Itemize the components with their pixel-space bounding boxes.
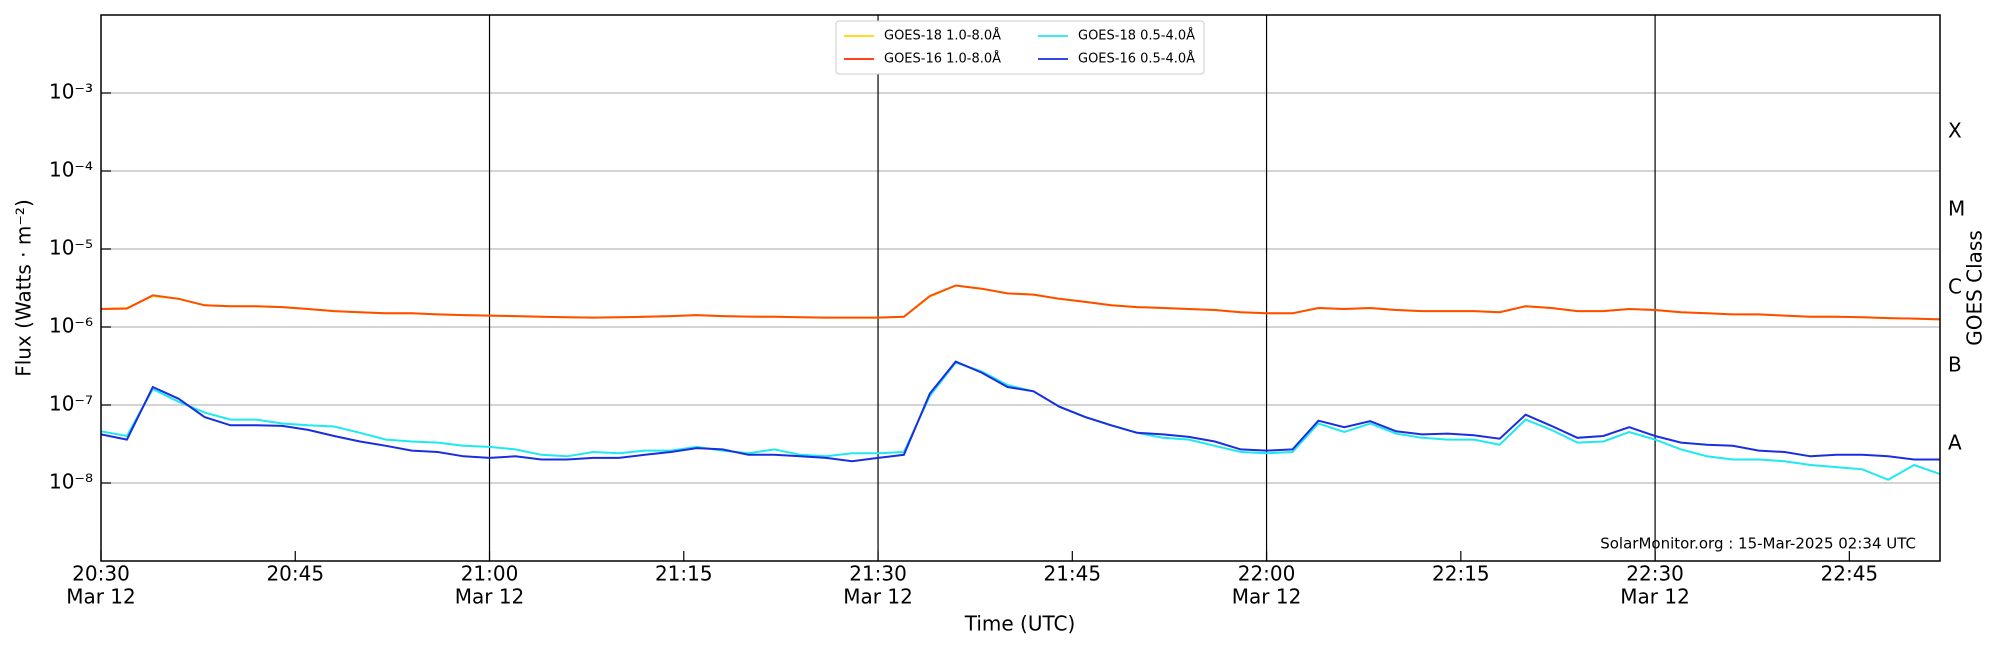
x-tick-label: 21:15 [655,562,713,586]
y2-tick-label: M [1948,197,1965,221]
x-tick-date: Mar 12 [66,585,136,609]
legend-box [835,20,1205,75]
y-tick-label: 10⁻⁵ [49,236,93,260]
x-tick-label: 21:45 [1043,562,1101,586]
legend-label: GOES-18 0.5-4.0Å [1078,28,1195,44]
y2-tick-label: X [1948,119,1962,143]
legend: GOES-18 1.0-8.0Å GOES-16 1.0-8.0Å GOES-18 … [835,20,1205,75]
legend-label: GOES-16 0.5-4.0Å [1078,51,1195,67]
y-tick-label: 10⁻⁷ [49,392,93,416]
y-axis-label: Flux (Watts · m⁻²) [12,199,36,377]
x-tick-label: 20:30 [72,562,130,586]
x-tick-label: 22:00 [1238,562,1296,586]
y2-axis-label: GOES Class [1963,230,1987,346]
series-line [100,361,1941,481]
x-axis-label: Time (UTC) [964,612,1076,636]
x-tick-date: Mar 12 [1232,585,1302,609]
y2-tick-label: C [1948,275,1962,299]
x-tick-label: 20:45 [266,562,324,586]
x-tick-date: Mar 12 [843,585,913,609]
y-tick-label: 10⁻⁶ [49,314,93,338]
x-tick-label: 22:30 [1626,562,1684,586]
y-tick-label: 10⁻⁴ [49,158,93,182]
y2-tick-label: B [1948,353,1962,377]
x-tick-date: Mar 12 [1620,585,1690,609]
series-line [100,360,1940,463]
y2-tick-label: A [1948,431,1962,455]
legend-label: GOES-18 1.0-8.0Å [884,28,1001,44]
x-tick-label: 22:15 [1432,562,1490,586]
plot-frame [100,14,1941,562]
series-line [100,284,1941,321]
x-tick-label: 21:30 [849,562,907,586]
legend-label: GOES-16 1.0-8.0Å [884,51,1001,67]
y-tick-label: 10⁻³ [49,80,93,104]
series-line [100,284,1941,321]
x-tick-label: 21:00 [461,562,519,586]
y-tick-label: 10⁻⁸ [49,470,93,494]
annotation: SolarMonitor.org : 15-Mar-2025 02:34 UTC [1600,535,1916,553]
x-tick-label: 22:45 [1821,562,1879,586]
x-tick-date: Mar 12 [455,585,525,609]
